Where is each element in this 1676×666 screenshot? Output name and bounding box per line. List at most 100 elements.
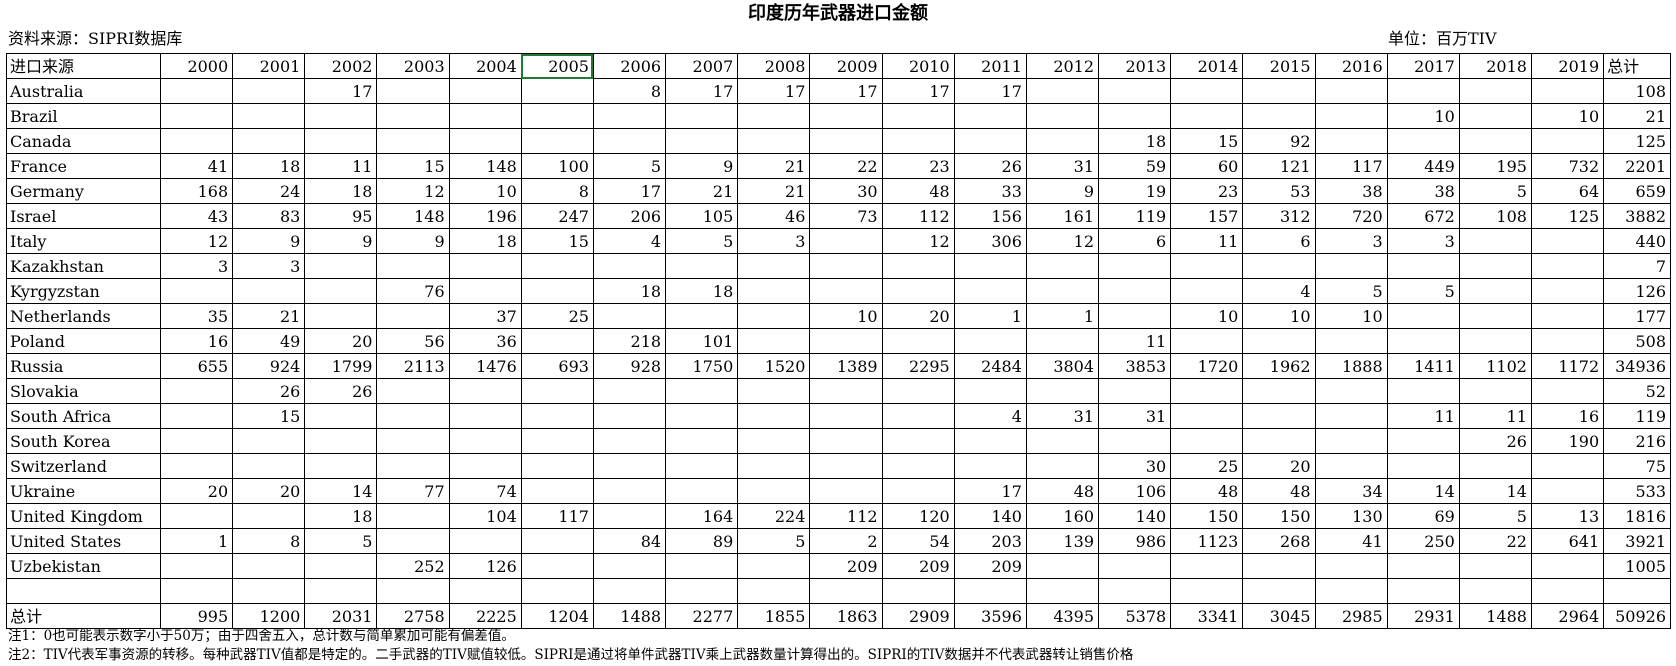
value-cell[interactable] (665, 303, 739, 329)
country-cell[interactable]: Germany (6, 178, 161, 204)
column-total-cell[interactable]: 1863 (809, 603, 883, 629)
country-cell[interactable]: Kazakhstan (6, 253, 161, 279)
value-cell[interactable] (159, 403, 234, 429)
value-cell[interactable] (304, 403, 378, 429)
value-cell[interactable]: 21 (737, 153, 811, 179)
value-cell[interactable] (1386, 378, 1460, 404)
row-total-cell[interactable]: 52 (1603, 378, 1671, 404)
value-cell[interactable]: 17 (737, 78, 811, 104)
value-cell[interactable] (1242, 328, 1316, 354)
value-cell[interactable]: 73 (809, 203, 883, 229)
value-cell[interactable] (1530, 78, 1605, 104)
value-cell[interactable] (1025, 253, 1100, 279)
value-cell[interactable] (1458, 103, 1532, 129)
value-cell[interactable] (1098, 553, 1172, 579)
value-cell[interactable]: 104 (448, 503, 522, 529)
value-cell[interactable] (665, 453, 739, 479)
value-cell[interactable]: 3 (1314, 228, 1388, 254)
row-total-cell[interactable]: 659 (1603, 178, 1671, 204)
row-total-cell[interactable]: 75 (1603, 453, 1671, 479)
value-cell[interactable]: 15 (232, 403, 306, 429)
column-total-cell[interactable]: 3045 (1242, 603, 1316, 629)
value-cell[interactable]: 1799 (304, 353, 378, 379)
value-cell[interactable]: 17 (809, 78, 883, 104)
value-cell[interactable]: 76 (376, 278, 450, 304)
value-cell[interactable]: 48 (1242, 478, 1316, 504)
value-cell[interactable]: 59 (1098, 153, 1172, 179)
column-total-cell[interactable]: 1855 (737, 603, 811, 629)
value-cell[interactable] (1386, 303, 1460, 329)
value-cell[interactable]: 4 (953, 403, 1027, 429)
value-cell[interactable] (1386, 328, 1460, 354)
value-cell[interactable]: 106 (1098, 478, 1172, 504)
value-cell[interactable] (1025, 278, 1100, 304)
value-cell[interactable]: 924 (232, 353, 306, 379)
value-cell[interactable]: 3 (1386, 228, 1460, 254)
value-cell[interactable] (1170, 253, 1244, 279)
value-cell[interactable]: 224 (737, 503, 811, 529)
value-cell[interactable]: 655 (159, 353, 234, 379)
value-cell[interactable] (520, 478, 594, 504)
header-cell-year[interactable]: 2017 (1386, 53, 1460, 79)
header-cell-year[interactable]: 2010 (881, 53, 955, 79)
value-cell[interactable] (737, 478, 811, 504)
value-cell[interactable] (737, 453, 811, 479)
value-cell[interactable] (592, 553, 667, 579)
value-cell[interactable] (592, 103, 667, 129)
value-cell[interactable] (448, 378, 522, 404)
column-total-cell[interactable]: 3341 (1170, 603, 1244, 629)
value-cell[interactable]: 119 (1098, 203, 1172, 229)
row-total-cell[interactable]: 125 (1603, 128, 1671, 154)
row-total-cell[interactable]: 533 (1603, 478, 1671, 504)
value-cell[interactable]: 10 (1386, 103, 1460, 129)
value-cell[interactable] (881, 103, 955, 129)
value-cell[interactable]: 928 (592, 353, 667, 379)
header-cell-year[interactable]: 2001 (232, 53, 306, 79)
value-cell[interactable] (809, 128, 883, 154)
header-cell-year[interactable]: 2004 (448, 53, 522, 79)
value-cell[interactable]: 22 (809, 153, 883, 179)
value-cell[interactable] (1098, 78, 1172, 104)
header-cell-year[interactable]: 2002 (304, 53, 378, 79)
value-cell[interactable]: 15 (376, 153, 450, 179)
value-cell[interactable] (232, 278, 306, 304)
column-total-cell[interactable]: 2931 (1386, 603, 1460, 629)
value-cell[interactable]: 160 (1025, 503, 1100, 529)
value-cell[interactable] (1170, 78, 1244, 104)
value-cell[interactable]: 9 (1025, 178, 1100, 204)
value-cell[interactable] (1025, 328, 1100, 354)
value-cell[interactable]: 112 (809, 503, 883, 529)
value-cell[interactable]: 30 (809, 178, 883, 204)
value-cell[interactable]: 64 (1530, 178, 1605, 204)
value-cell[interactable] (520, 528, 594, 554)
value-cell[interactable] (809, 453, 883, 479)
value-cell[interactable] (737, 428, 811, 454)
value-cell[interactable]: 33 (953, 178, 1027, 204)
value-cell[interactable] (1458, 78, 1532, 104)
value-cell[interactable] (520, 253, 594, 279)
value-cell[interactable]: 77 (376, 478, 450, 504)
value-cell[interactable] (592, 378, 667, 404)
value-cell[interactable]: 14 (1386, 478, 1460, 504)
value-cell[interactable]: 14 (304, 478, 378, 504)
value-cell[interactable]: 641 (1530, 528, 1605, 554)
value-cell[interactable] (881, 403, 955, 429)
value-cell[interactable] (953, 378, 1027, 404)
value-cell[interactable]: 17 (304, 78, 378, 104)
value-cell[interactable]: 26 (953, 153, 1027, 179)
value-cell[interactable]: 1389 (809, 353, 883, 379)
value-cell[interactable] (953, 103, 1027, 129)
value-cell[interactable]: 5 (1458, 178, 1532, 204)
value-cell[interactable] (448, 528, 522, 554)
empty-cell[interactable] (1098, 578, 1172, 604)
value-cell[interactable] (592, 303, 667, 329)
row-total-cell[interactable]: 3921 (1603, 528, 1671, 554)
value-cell[interactable] (1530, 228, 1605, 254)
value-cell[interactable] (809, 253, 883, 279)
value-cell[interactable] (159, 428, 234, 454)
value-cell[interactable]: 16 (159, 328, 234, 354)
value-cell[interactable] (376, 503, 450, 529)
value-cell[interactable]: 48 (881, 178, 955, 204)
value-cell[interactable]: 9 (665, 153, 739, 179)
header-cell-year[interactable]: 2003 (376, 53, 450, 79)
